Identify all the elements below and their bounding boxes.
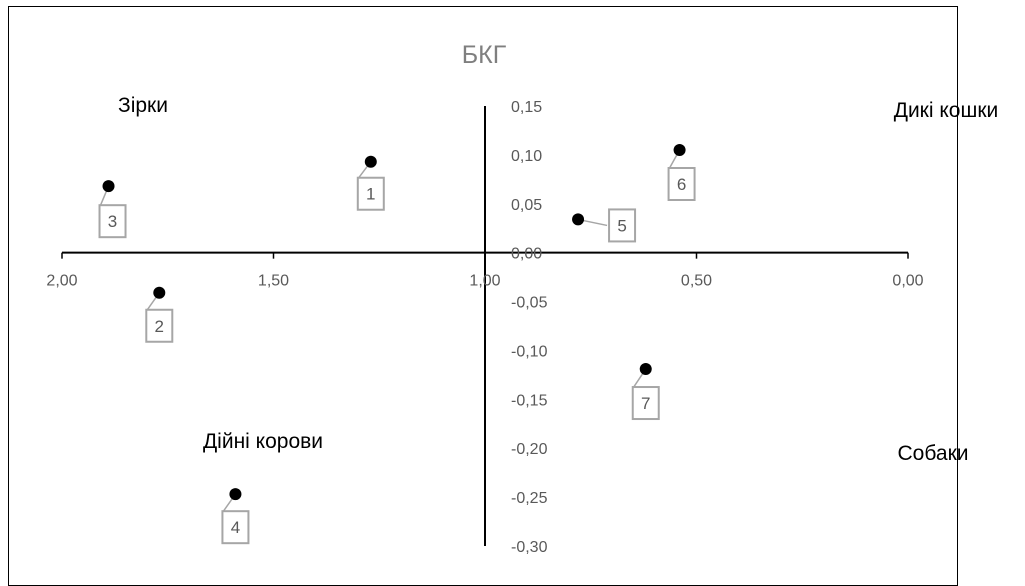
quadrant-label-stars: Зірки — [118, 94, 168, 117]
x-tick-label: 0,50 — [681, 273, 712, 290]
y-tick-labels: 0,15 0,10 0,05 0,00 -0,05 -0,10 -0,15 -0,20 -0,2… — [511, 99, 548, 556]
point-marker — [572, 213, 585, 226]
y-tick-label: -0,25 — [511, 490, 548, 507]
point-label: 3 — [108, 212, 117, 231]
point-label-box — [145, 308, 174, 343]
data-point-3: 3 — [98, 180, 127, 239]
point-label: 6 — [677, 175, 686, 194]
x-tick-label: 1,00 — [469, 273, 500, 290]
y-tick-label: 0,10 — [511, 148, 542, 165]
quadrant-label-cash-cows: Дійні корови — [203, 430, 323, 453]
chart-title: БКГ — [462, 41, 507, 69]
data-point-1: 1 — [356, 155, 385, 211]
x-tick-labels: 2,00 1,50 1,00 0,50 0,00 — [46, 252, 924, 290]
y-tick-label: -0,15 — [511, 392, 548, 409]
axes — [62, 106, 908, 546]
y-tick-label: -0,30 — [511, 539, 548, 556]
point-label-box — [98, 204, 127, 239]
point-label: 2 — [155, 317, 164, 336]
point-marker — [102, 180, 115, 193]
point-label: 4 — [231, 518, 240, 537]
data-point-4: 4 — [221, 488, 250, 545]
y-tick-label: 0,05 — [511, 197, 542, 214]
y-tick-label: -0,05 — [511, 295, 548, 312]
y-tick-label: 0,00 — [511, 246, 542, 263]
point-marker — [153, 286, 166, 299]
y-tick-label: 0,15 — [511, 99, 542, 116]
quadrant-label-dogs: Собаки — [898, 442, 969, 465]
data-point-5: 5 — [572, 208, 637, 243]
point-marker — [673, 144, 686, 156]
bcg-matrix-chart: БКГ 2,00 1,50 1,00 0,50 0,00 0,15 0,10 0,05 0,0… — [46, 41, 999, 556]
chart-frame — [8, 6, 958, 586]
data-point-7: 7 — [631, 363, 660, 421]
point-label-box — [221, 510, 250, 545]
point-label: 1 — [366, 185, 375, 204]
point-marker — [639, 363, 652, 376]
x-tick-label: 0,00 — [892, 273, 923, 290]
data-points: 1 2 3 4 5 6 7 — [98, 144, 696, 545]
point-label-box — [667, 167, 696, 201]
point-label-box — [608, 208, 637, 243]
point-label: 7 — [641, 394, 650, 413]
point-marker — [364, 155, 377, 168]
data-point-2: 2 — [145, 286, 174, 343]
x-tick-label: 1,50 — [258, 273, 289, 290]
data-point-6: 6 — [667, 144, 696, 201]
point-label-box — [631, 386, 660, 421]
y-tick-label: -0,10 — [511, 343, 548, 360]
x-tick-label: 2,00 — [46, 273, 77, 290]
quadrant-label-wild-cats: Дикі кошки — [894, 99, 999, 122]
point-label-box — [356, 176, 385, 211]
point-label: 5 — [617, 216, 626, 235]
point-marker — [229, 488, 242, 501]
y-tick-label: -0,20 — [511, 441, 548, 458]
